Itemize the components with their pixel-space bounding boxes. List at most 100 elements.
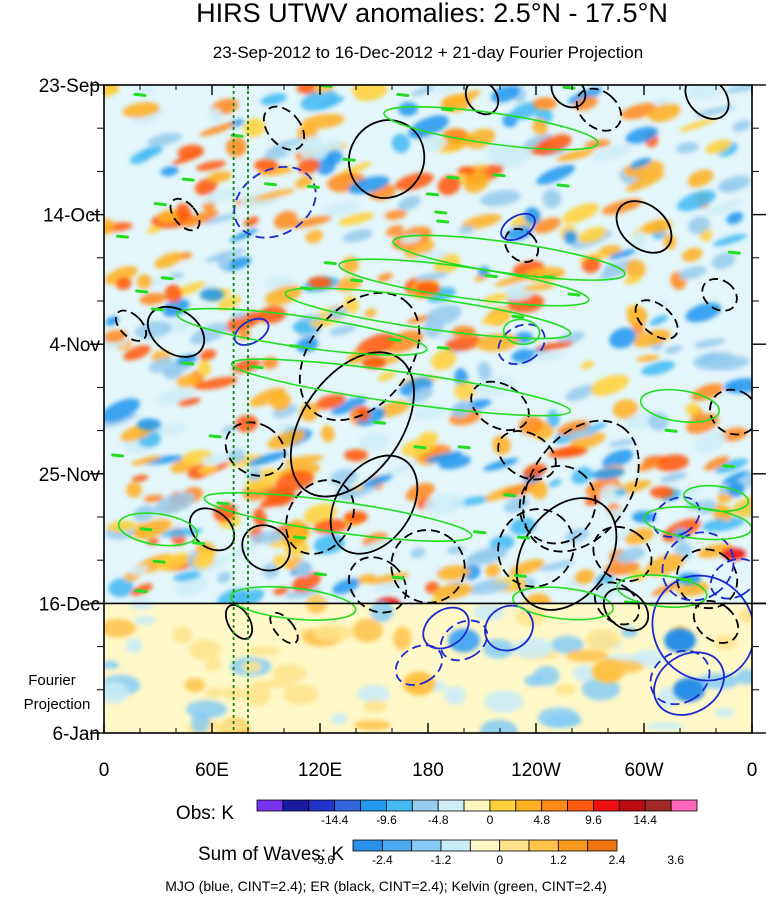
projection-blob — [330, 712, 347, 725]
er-contour — [470, 380, 530, 432]
anomaly-blob — [694, 105, 736, 117]
kelvin-contour — [230, 358, 572, 417]
anomaly-blob — [565, 384, 596, 402]
anomaly-blob — [341, 485, 379, 500]
anomaly-blob — [355, 333, 395, 358]
waves-colorbar-swatch — [352, 839, 383, 852]
projection-blob — [483, 690, 524, 713]
anomaly-blob — [625, 126, 658, 144]
anomaly-blob — [260, 93, 287, 106]
er-contour — [289, 351, 415, 498]
anomaly-blob — [556, 148, 595, 162]
mjo-contour — [652, 496, 701, 538]
mjo-contour — [497, 323, 546, 365]
x-axis: 0 60E 120E 180 120W 60W 0 — [99, 85, 758, 781]
anomaly-blob — [361, 474, 393, 488]
projection-blob — [393, 626, 412, 651]
waves-colorbar-tick-label: 2.4 — [609, 853, 626, 867]
y-tick-label: 25-Nov — [39, 465, 101, 486]
er-contour — [684, 85, 730, 120]
anomaly-blob — [717, 183, 740, 192]
anomaly-blob — [532, 350, 566, 362]
anomaly-blob — [231, 312, 247, 319]
anomaly-blob — [408, 115, 449, 139]
anomaly-blob — [115, 277, 132, 290]
anomaly-blob — [609, 327, 637, 349]
projection-blob — [584, 629, 621, 651]
anomaly-blob — [131, 474, 149, 482]
kelvin-contour-fragment — [313, 572, 327, 577]
kelvin-contour-fragment — [135, 289, 149, 294]
kelvin-contour-fragment — [250, 365, 264, 370]
reference-lines — [232, 85, 249, 733]
anomaly-blob — [355, 574, 376, 584]
anomaly-blob — [173, 570, 202, 582]
chart-title: HIRS UTWV anomalies: 2.5°N - 17.5°N — [196, 0, 668, 28]
anomaly-blob — [104, 218, 115, 236]
x-tick-label: 0 — [747, 760, 758, 781]
anomaly-blob — [691, 383, 724, 401]
anomaly-blob — [726, 211, 744, 225]
anomaly-blob — [620, 103, 658, 120]
projection-blob — [352, 618, 383, 643]
anomaly-blob — [199, 349, 217, 361]
anomaly-blob — [422, 133, 448, 152]
projection-blob — [282, 683, 319, 705]
kelvin-contour — [502, 318, 541, 346]
anomaly-blob — [104, 329, 128, 343]
mjo-contour — [484, 604, 534, 652]
anomaly-blob — [510, 102, 540, 120]
anomaly-blob — [704, 199, 743, 216]
anomaly-blob — [122, 102, 160, 118]
er-contour — [169, 197, 201, 232]
anomaly-blob — [694, 338, 726, 348]
anomaly-blob — [177, 144, 204, 160]
obs-colorbar-tick-label: -14.4 — [321, 813, 349, 827]
projection-blob — [190, 711, 210, 733]
anomaly-blob — [485, 142, 517, 161]
projection-core — [664, 628, 696, 653]
anomaly-blob — [637, 458, 662, 472]
kelvin-contour-fragment — [373, 420, 387, 425]
er-contour — [348, 119, 426, 199]
anomaly-blob — [687, 216, 711, 235]
anomaly-blob — [193, 550, 215, 569]
anomaly-blob — [104, 398, 140, 423]
anomaly-blob — [384, 330, 424, 353]
anomaly-core — [650, 486, 674, 499]
anomaly-blob — [566, 429, 598, 439]
anomaly-blob — [648, 412, 669, 431]
x-tick-label: 60W — [624, 760, 663, 781]
er-contour — [329, 454, 419, 555]
kelvin-contour — [639, 388, 721, 423]
kelvin-contour — [512, 586, 614, 621]
kelvin-contour-fragment — [436, 346, 450, 351]
obs-colorbar-tick-label: 0 — [487, 813, 494, 827]
anomaly-blob — [190, 323, 229, 345]
obs-colorbar-swatch — [593, 799, 620, 812]
anomaly-blob — [164, 284, 183, 303]
anomaly-blob — [578, 226, 607, 244]
kelvin-contour-fragment — [542, 275, 556, 280]
anomaly-blob — [367, 572, 410, 585]
anomaly-blob — [283, 525, 309, 547]
anomaly-blob — [501, 481, 541, 498]
mjo-contour — [661, 531, 735, 602]
anomaly-blob — [518, 416, 543, 435]
projection-blob — [242, 684, 272, 706]
anomaly-blob — [225, 137, 247, 157]
anomaly-core — [722, 548, 746, 561]
anomaly-blob — [425, 451, 463, 464]
kelvin-contour — [117, 512, 199, 547]
er-contour — [285, 479, 355, 555]
anomaly-blob — [391, 133, 410, 154]
waves-colorbar-swatch — [587, 839, 618, 852]
anomaly-blob — [542, 188, 562, 209]
anomaly-blob — [590, 374, 630, 396]
anomaly-blob — [342, 229, 373, 243]
kelvin-contour-fragment — [727, 250, 741, 255]
anomaly-blob — [157, 552, 192, 571]
anomaly-blob — [562, 203, 599, 224]
projection-blob — [646, 722, 685, 731]
